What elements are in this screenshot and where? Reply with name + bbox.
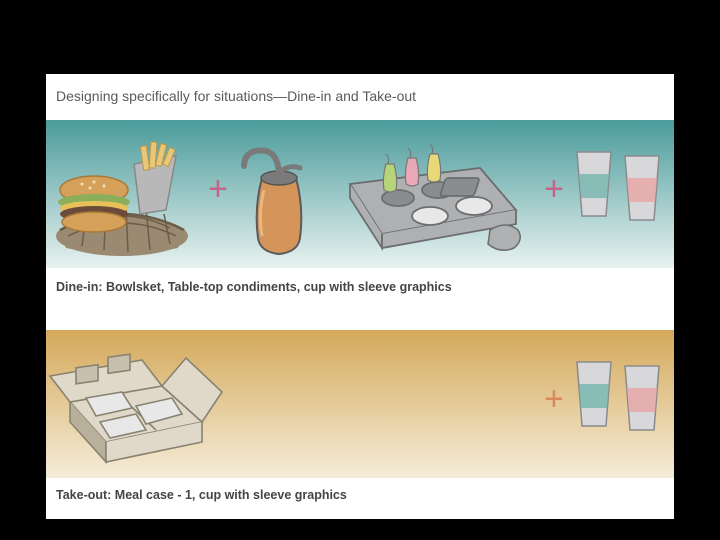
slide: Designing specifically for situations—Di… <box>46 74 674 519</box>
plus-icon: + <box>544 382 564 416</box>
caption-dine-in: Dine-in: Bowlsket, Table-top condiments,… <box>56 280 452 294</box>
slide-title: Designing specifically for situations—Di… <box>56 88 416 104</box>
fries <box>134 142 176 214</box>
cup-teal-sleeve <box>574 150 614 218</box>
cup-teal-sleeve <box>574 360 614 428</box>
panel-dine-in: + + <box>46 120 674 268</box>
meal-case-illustration <box>46 338 226 470</box>
burger <box>58 176 130 232</box>
bowlsket-illustration <box>46 138 204 260</box>
plus-icon: + <box>544 172 564 206</box>
dispenser-body <box>257 178 302 254</box>
condiment-dispenser-illustration <box>234 138 324 258</box>
condiment-tray-illustration <box>330 134 534 262</box>
cup-pink-sleeve <box>622 364 662 432</box>
caption-take-out: Take-out: Meal case - 1, cup with sleeve… <box>56 488 347 502</box>
panel-take-out: + <box>46 330 674 478</box>
plus-icon: + <box>208 172 228 206</box>
cup-pink-sleeve <box>622 154 662 222</box>
